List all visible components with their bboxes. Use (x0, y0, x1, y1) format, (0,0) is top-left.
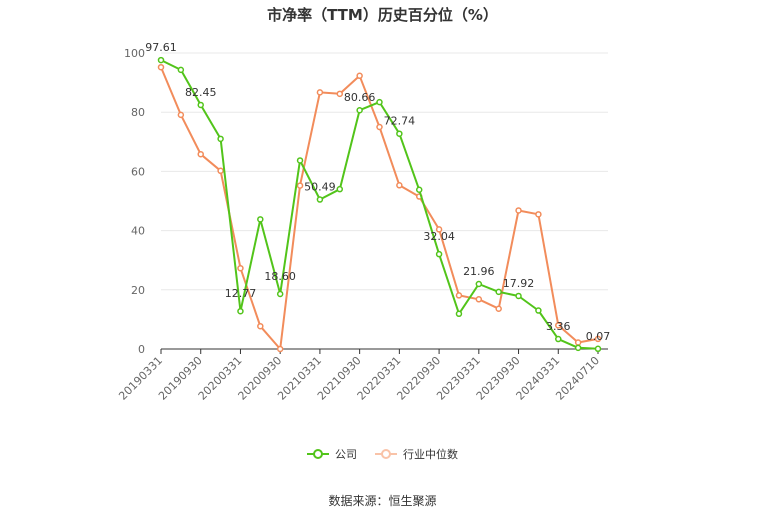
legend: 公司 行业中位数 (0, 446, 765, 462)
data-point-company[interactable] (495, 288, 502, 296)
data-point-company[interactable] (515, 292, 522, 300)
y-tick-label: 100 (124, 47, 145, 60)
x-tick-label: 20240710 (553, 354, 602, 403)
data-point-industry[interactable] (157, 63, 165, 71)
data-point-industry[interactable] (197, 150, 204, 158)
data-point-industry[interactable] (435, 226, 443, 233)
data-point-industry[interactable] (296, 182, 304, 189)
y-tick-label: 20 (131, 284, 145, 297)
data-point-industry[interactable] (555, 322, 562, 329)
data-point-company[interactable] (594, 345, 602, 353)
data-point-industry[interactable] (574, 339, 582, 346)
data-label: 82.45 (185, 86, 217, 99)
data-point-company[interactable] (555, 335, 562, 343)
legend-item-company[interactable]: 公司 (307, 446, 357, 462)
y-tick-label: 60 (131, 165, 145, 178)
data-point-industry[interactable] (177, 111, 185, 119)
data-label: 17.92 (503, 277, 535, 290)
data-label: 32.04 (423, 230, 455, 243)
data-point-industry[interactable] (396, 182, 403, 189)
data-label: 97.61 (145, 41, 177, 54)
data-point-company[interactable] (157, 56, 165, 64)
data-label: 0.07 (586, 330, 611, 343)
data-point-company[interactable] (376, 98, 383, 106)
grid-lines (161, 52, 608, 291)
data-point-company[interactable] (455, 310, 463, 318)
data-point-company[interactable] (296, 157, 304, 164)
data-point-company[interactable] (535, 307, 542, 314)
data-source: 数据来源：恒生聚源 (328, 494, 437, 508)
series-lines (157, 56, 602, 353)
data-label: 21.96 (463, 265, 495, 278)
legend-industry-label: 行业中位数 (403, 448, 458, 461)
data-label: 3.36 (546, 320, 571, 333)
data-label: 12.77 (225, 287, 257, 300)
data-point-company[interactable] (356, 106, 363, 114)
data-point-industry[interactable] (455, 292, 463, 299)
data-point-company[interactable] (435, 250, 443, 258)
data-point-industry[interactable] (316, 89, 324, 96)
data-point-industry[interactable] (376, 123, 383, 131)
data-point-industry[interactable] (217, 167, 224, 175)
data-point-company[interactable] (574, 344, 582, 352)
data-point-company[interactable] (217, 135, 224, 143)
data-point-industry[interactable] (535, 211, 542, 218)
data-point-company[interactable] (475, 280, 483, 288)
y-tick-label: 40 (131, 225, 145, 238)
legend-company-label: 公司 (335, 448, 357, 461)
data-label: 50.49 (304, 181, 336, 194)
legend-item-industry[interactable]: 行业中位数 (375, 446, 458, 462)
legend-industry-marker (375, 449, 397, 459)
y-tick-label: 0 (138, 343, 145, 356)
data-point-industry[interactable] (336, 90, 344, 98)
data-label: 80.66 (344, 91, 376, 104)
data-labels: 97.61 82.45 12.77 18.60 50.49 80.66 72.74 32.04… (145, 41, 610, 343)
chart-title: 市净率（TTM）历史百分位（%） (267, 6, 498, 24)
data-point-company[interactable] (177, 66, 185, 74)
data-point-industry[interactable] (495, 305, 502, 312)
data-point-company[interactable] (276, 290, 284, 298)
data-point-company[interactable] (396, 130, 403, 137)
data-point-company[interactable] (257, 216, 264, 223)
data-point-company[interactable] (336, 185, 344, 193)
data-point-company[interactable] (316, 196, 324, 203)
data-point-company[interactable] (197, 101, 204, 109)
data-label: 18.60 (264, 270, 296, 283)
data-point-company[interactable] (237, 307, 244, 315)
data-point-industry[interactable] (594, 335, 602, 343)
data-point-industry[interactable] (515, 207, 522, 214)
data-point-company[interactable] (415, 186, 423, 194)
data-label: 72.74 (384, 115, 416, 128)
data-point-industry[interactable] (356, 72, 363, 80)
data-point-industry[interactable] (257, 322, 264, 330)
y-tick-label: 80 (131, 106, 145, 119)
legend-company-marker (307, 449, 329, 459)
data-point-industry[interactable] (237, 264, 244, 272)
data-point-industry[interactable] (276, 345, 284, 353)
data-point-industry[interactable] (475, 296, 483, 303)
